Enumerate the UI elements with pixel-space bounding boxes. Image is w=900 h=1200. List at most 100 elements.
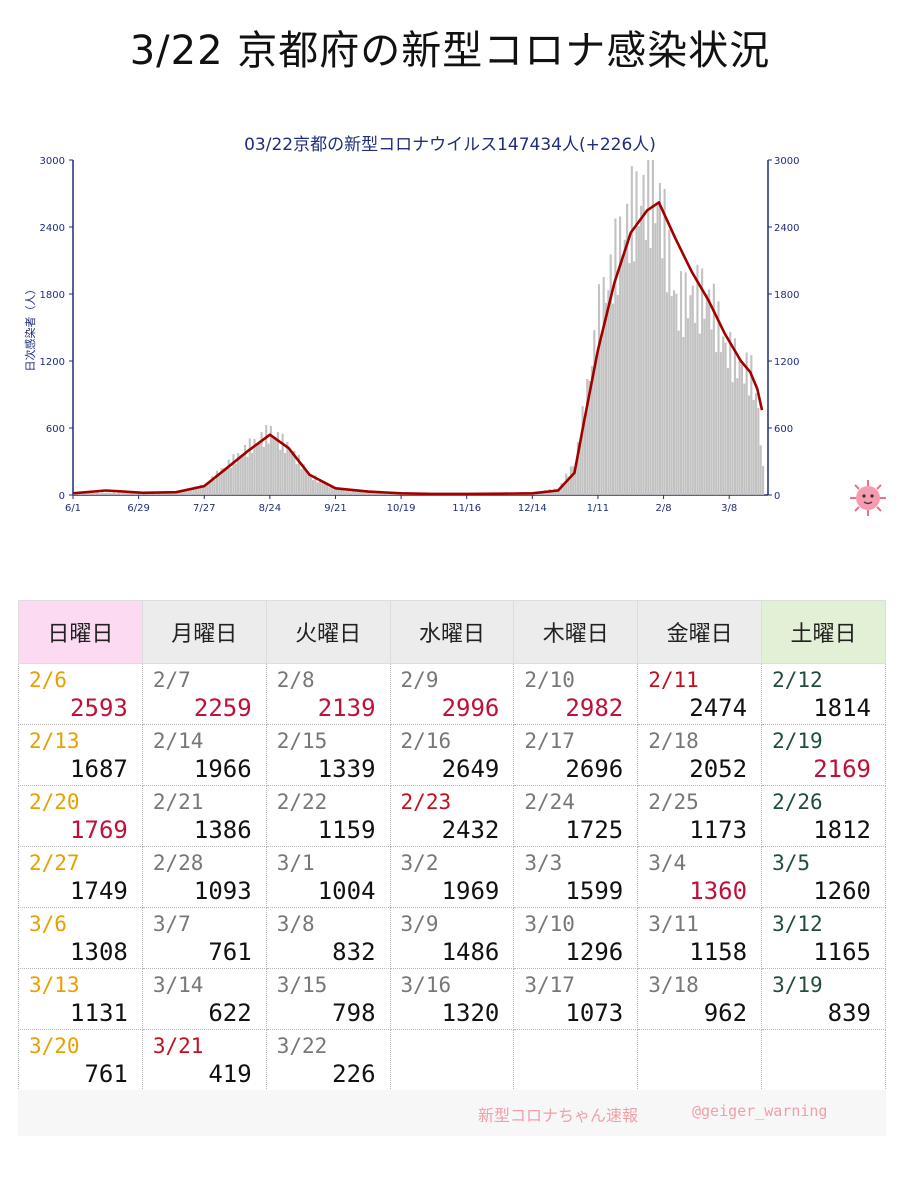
bar bbox=[375, 492, 378, 495]
bar bbox=[225, 468, 228, 495]
bar bbox=[281, 433, 284, 495]
calendar-cell: 3/22 226 bbox=[265, 1029, 391, 1091]
cell-count: 1725 bbox=[565, 816, 624, 844]
x-tick-label: 12/14 bbox=[518, 503, 547, 514]
bar bbox=[143, 493, 146, 495]
bar bbox=[316, 482, 319, 495]
calendar-cell: 2/17 2696 bbox=[513, 724, 639, 786]
calendar-cell: 2/21 1386 bbox=[141, 785, 267, 847]
cell-count: 1320 bbox=[441, 999, 500, 1027]
calendar-cell: 3/20 761 bbox=[18, 1029, 143, 1091]
bar bbox=[743, 383, 746, 495]
chart: 03/22京都の新型コロナウイルス147434人(+226人) 0 0 600 600 1… bbox=[0, 120, 900, 530]
bar bbox=[377, 492, 380, 495]
bar bbox=[701, 268, 704, 495]
cell-date: 2/25 bbox=[648, 790, 699, 814]
bar bbox=[307, 473, 310, 495]
calendar-row: 3/20 761 3/21 419 3/22 226 bbox=[18, 1029, 886, 1091]
calendar-row: 3/6 1308 3/7 761 3/8 832 3/9 1486 3/10 1296 3/11 11… bbox=[18, 907, 886, 969]
bar bbox=[628, 263, 631, 495]
calendar-cell: 3/17 1073 bbox=[513, 968, 639, 1030]
bar bbox=[762, 465, 765, 495]
header-sunday: 日曜日 bbox=[18, 600, 143, 664]
cell-count: 1165 bbox=[813, 938, 871, 966]
bar bbox=[719, 352, 722, 495]
cell-count: 419 bbox=[208, 1060, 252, 1088]
cell-date: 2/20 bbox=[29, 790, 80, 814]
calendar-cell: 2/28 1093 bbox=[141, 846, 267, 908]
bar bbox=[180, 491, 183, 495]
bar bbox=[696, 264, 699, 495]
bar bbox=[211, 476, 214, 495]
cell-date: 3/21 bbox=[152, 1034, 204, 1058]
cell-date: 3/5 bbox=[772, 851, 810, 875]
calendar-cell: 3/11 1158 bbox=[637, 907, 763, 969]
y-tick-label-left: 1800 bbox=[40, 290, 65, 301]
bar bbox=[726, 368, 729, 495]
header-friday: 金曜日 bbox=[637, 600, 763, 664]
cell-count: 1296 bbox=[565, 938, 624, 966]
cell-date: 2/12 bbox=[772, 668, 823, 692]
bar bbox=[290, 453, 294, 495]
bar bbox=[633, 261, 636, 495]
cell-count: 2432 bbox=[441, 816, 500, 844]
cell-count: 761 bbox=[84, 1060, 128, 1088]
bar bbox=[94, 493, 97, 495]
x-tick-label: 3/8 bbox=[721, 503, 737, 514]
cell-date: 3/14 bbox=[152, 973, 204, 997]
bar bbox=[724, 342, 727, 495]
bar bbox=[255, 443, 258, 495]
bar bbox=[206, 482, 209, 495]
bar bbox=[84, 492, 87, 495]
cell-count: 1004 bbox=[317, 877, 376, 905]
bar bbox=[677, 330, 680, 495]
cell-date: 3/16 bbox=[400, 973, 452, 997]
bar bbox=[356, 491, 359, 495]
bar bbox=[187, 488, 190, 495]
cell-date: 2/27 bbox=[29, 851, 80, 875]
cell-count: 1073 bbox=[565, 999, 624, 1027]
bar bbox=[623, 239, 626, 495]
calendar-cell: 2/16 2649 bbox=[389, 724, 515, 786]
calendar-row: 3/13 1131 3/14 622 3/15 798 3/16 1320 3/17 1073 3/… bbox=[18, 968, 886, 1030]
bar bbox=[276, 432, 279, 495]
bar bbox=[159, 492, 162, 495]
calendar-cell: 2/25 1173 bbox=[637, 785, 763, 847]
bar bbox=[89, 492, 92, 495]
cell-date: 3/4 bbox=[648, 851, 687, 875]
cell-date: 2/15 bbox=[276, 729, 328, 753]
bar bbox=[572, 466, 575, 495]
cell-count: 1260 bbox=[813, 877, 871, 905]
bar bbox=[600, 339, 603, 495]
bar bbox=[651, 160, 654, 495]
bar bbox=[312, 480, 315, 495]
bar bbox=[626, 203, 629, 495]
bar bbox=[305, 471, 308, 495]
bar bbox=[380, 492, 383, 495]
bar bbox=[108, 492, 111, 495]
calendar-row: 2/6 2593 2/7 2259 2/8 2139 2/9 2996 2/10 2982 2/11… bbox=[18, 663, 886, 725]
cell-date: 2/24 bbox=[524, 790, 575, 814]
bar bbox=[703, 318, 706, 495]
bar bbox=[616, 294, 619, 495]
y-tick-label-left: 600 bbox=[46, 424, 65, 435]
x-tick-label: 2/8 bbox=[656, 503, 672, 514]
bar bbox=[112, 492, 115, 495]
cell-date: 2/19 bbox=[772, 729, 823, 753]
calendar-cell: 3/18 962 bbox=[637, 968, 763, 1030]
cell-count: 1386 bbox=[193, 816, 252, 844]
bar bbox=[546, 491, 549, 495]
bar bbox=[365, 492, 369, 495]
bar bbox=[91, 492, 94, 495]
bar bbox=[576, 442, 579, 495]
bar bbox=[574, 463, 577, 495]
bar bbox=[668, 229, 671, 495]
bar bbox=[569, 466, 572, 495]
bar bbox=[708, 289, 711, 495]
bar bbox=[98, 493, 101, 495]
calendar-cell-empty bbox=[761, 1029, 886, 1091]
cell-count: 2169 bbox=[813, 755, 871, 783]
bar bbox=[283, 453, 287, 495]
bar bbox=[567, 476, 570, 495]
calendar-cell-empty bbox=[513, 1029, 639, 1091]
